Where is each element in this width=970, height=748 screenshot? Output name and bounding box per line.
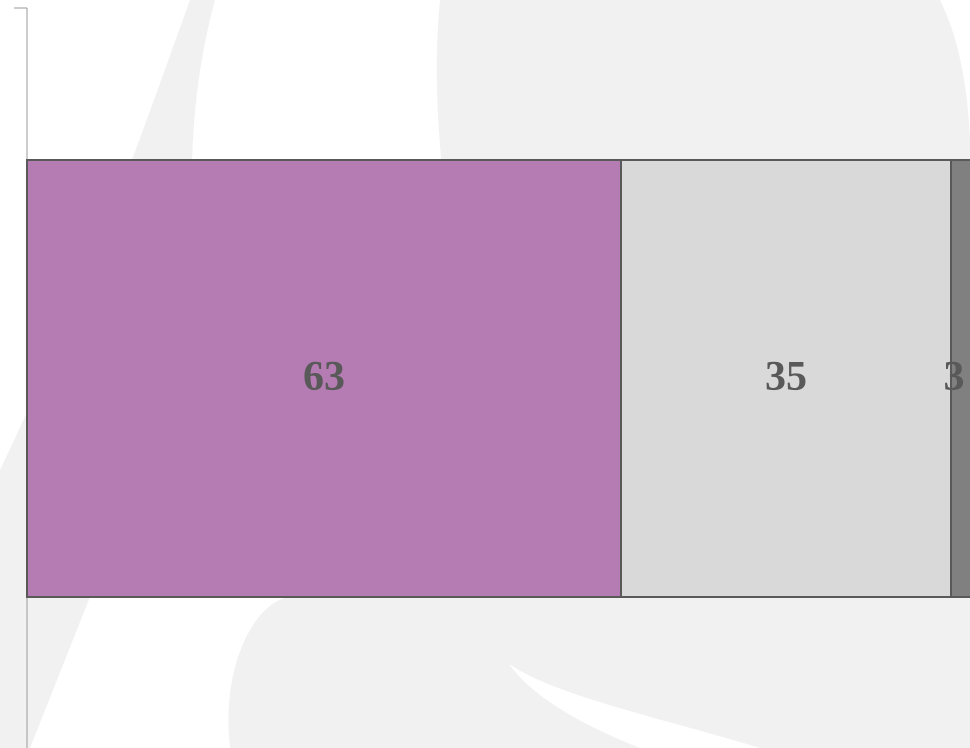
bar-stack: 63 35 3 [27,160,970,597]
data-label: 63 [303,354,345,400]
data-label: 3 [944,354,965,400]
chart: 63 35 3 [0,0,970,748]
page: {"chart_data": {"type": "bar", "orientat… [0,0,970,748]
data-label: 35 [765,354,807,400]
